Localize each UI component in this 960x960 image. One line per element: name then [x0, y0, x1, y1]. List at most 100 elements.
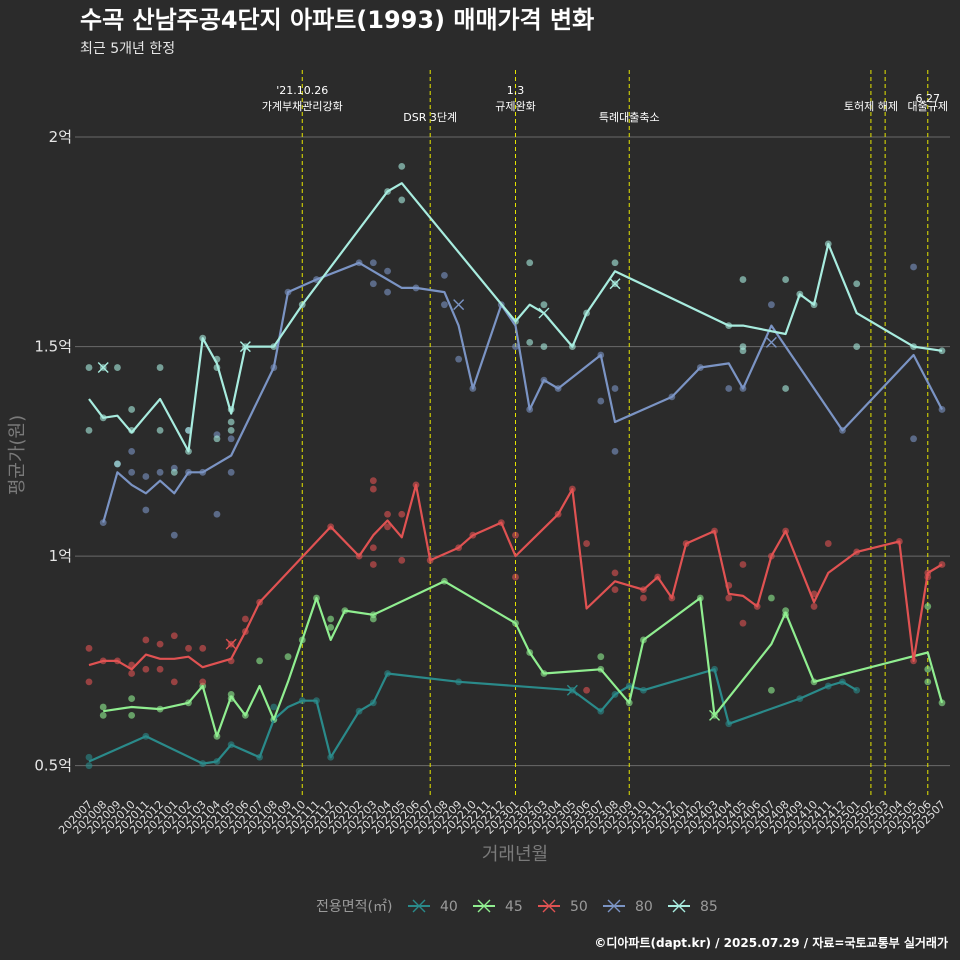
data-point: [85, 364, 93, 371]
data-point: [938, 699, 946, 707]
y-axis-ticks: 0.5억 1억 1.5억 2억: [34, 128, 72, 775]
series-line-80: [102, 261, 943, 523]
legend-title: 전용면적(㎡): [316, 899, 392, 915]
data-point: [85, 753, 93, 761]
data-point: [512, 343, 519, 350]
data-point: [185, 644, 192, 652]
data-point: [810, 603, 818, 610]
data-point: [114, 460, 121, 468]
y-tick-label: 0.5억: [34, 757, 72, 775]
data-point: [398, 162, 406, 170]
data-point: [270, 703, 278, 711]
event-annotation-text: '21.10.26: [276, 84, 328, 97]
data-point: [768, 594, 775, 602]
data-point: [128, 670, 136, 677]
data-point: [85, 762, 93, 770]
data-point: [114, 364, 121, 371]
data-point: [739, 619, 747, 627]
data-point: [398, 510, 406, 518]
data-point: [199, 678, 207, 686]
data-point: [156, 364, 164, 371]
data-point: [725, 385, 733, 392]
data-point: [369, 485, 377, 493]
data-point: [142, 636, 150, 644]
legend-label: 85: [700, 899, 718, 915]
data-point: [739, 276, 747, 283]
legend-key-cross: [412, 899, 426, 913]
event-annotation-text: 규제완화: [495, 100, 535, 113]
series-line-50: [88, 483, 943, 671]
data-point: [924, 603, 932, 610]
data-point: [611, 569, 619, 577]
event-lines: [301, 70, 929, 795]
x-axis-title: 거래년월: [482, 844, 548, 865]
data-point: [369, 477, 377, 485]
cross-marker: [709, 709, 721, 721]
data-point: [156, 665, 164, 673]
data-point: [455, 355, 463, 363]
chart-title: 수곡 산남주공4단지 아파트(1993) 매매가격 변화: [80, 6, 594, 34]
data-point: [327, 615, 335, 623]
data-point: [782, 385, 790, 392]
data-point: [768, 301, 775, 309]
series-line-40: [88, 668, 858, 765]
data-point: [384, 510, 391, 518]
data-point: [85, 644, 93, 652]
data-point: [199, 644, 207, 652]
data-point: [910, 263, 917, 271]
data-point: [853, 280, 861, 288]
data-point: [142, 506, 150, 514]
cross-marker: [538, 307, 550, 319]
data-point: [512, 531, 519, 539]
data-point: [540, 343, 548, 350]
event-annotation-text: 6.27: [916, 92, 941, 105]
y-tick-label: 1.5억: [34, 338, 72, 356]
chart-subtitle: 최근 5개년 한정: [80, 41, 175, 57]
data-point: [384, 267, 391, 275]
data-point: [853, 343, 861, 350]
legend-label: 80: [635, 899, 653, 915]
data-point: [170, 468, 178, 476]
data-point: [369, 544, 377, 552]
legend-key-cross: [607, 899, 621, 913]
data-point: [910, 435, 917, 443]
series-line-85: [88, 182, 943, 453]
data-point: [142, 665, 150, 673]
data-point: [369, 615, 377, 623]
cross-marker: [225, 638, 237, 650]
data-point: [227, 435, 235, 443]
data-point: [85, 427, 93, 434]
data-point: [583, 686, 590, 694]
data-point: [128, 695, 136, 703]
cross-marker: [239, 341, 251, 353]
data-point: [583, 540, 590, 547]
data-point: [611, 385, 619, 392]
cross-marker: [765, 336, 777, 348]
cross-marker: [609, 278, 621, 290]
data-point: [824, 540, 832, 547]
data-point: [170, 632, 178, 640]
legend-key-cross: [477, 899, 491, 913]
data-point: [256, 657, 263, 665]
data-point: [597, 397, 605, 405]
data-point: [142, 473, 150, 480]
data-point: [227, 468, 235, 476]
data-point: [441, 301, 448, 309]
data-point: [398, 556, 406, 564]
data-point: [227, 691, 235, 698]
data-point: [739, 561, 747, 568]
data-point: [611, 259, 619, 267]
x-axis-ticks: 2020072020082020092020102020112020122021…: [56, 798, 948, 837]
data-point: [924, 678, 932, 686]
data-point: [526, 259, 534, 267]
data-point: [156, 640, 164, 648]
data-point: [768, 686, 775, 694]
data-point: [369, 280, 377, 288]
data-point: [213, 510, 221, 518]
event-annotation-text: 대출규제: [908, 100, 948, 113]
y-axis-title: 평균가(원): [7, 415, 28, 495]
data-point: [85, 678, 93, 686]
data-point: [924, 665, 932, 673]
data-point: [99, 703, 107, 711]
